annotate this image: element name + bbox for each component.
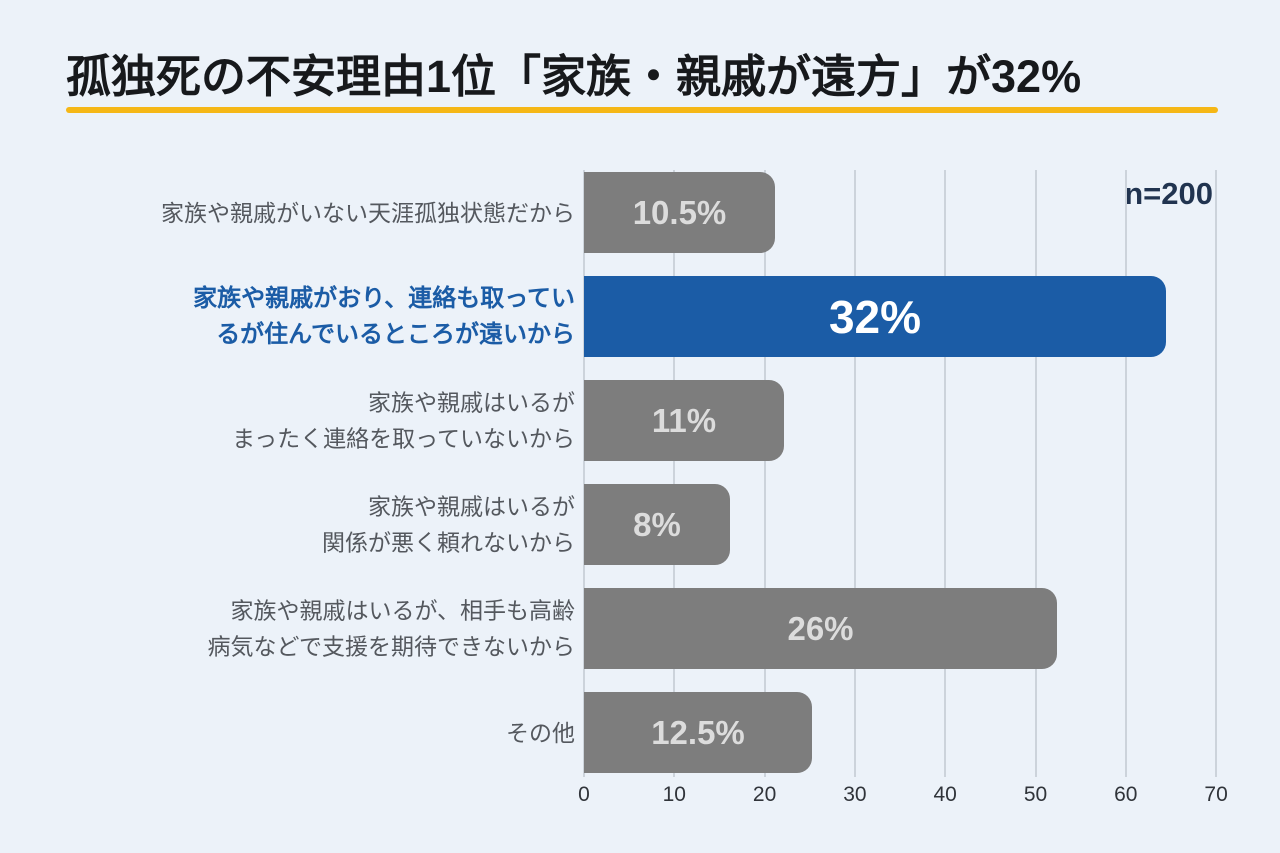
bar-value-label: 11%	[651, 401, 717, 439]
category-label-line: 家族や親戚はいるが	[368, 493, 575, 520]
bar: 8%	[584, 484, 730, 565]
bar-value-label: 12.5%	[651, 713, 745, 751]
category-label-line: るが住んでいるところが遠いから	[216, 320, 575, 348]
gridline	[1124, 170, 1127, 777]
bar: 11%	[584, 380, 784, 461]
category-label: 家族や親戚はいるが、相手も高齢病気などで支援を期待できないから	[0, 592, 575, 665]
bar-value-label: 26%	[787, 609, 854, 647]
gridline	[673, 170, 676, 777]
x-axis-tick-label: 40	[933, 783, 957, 806]
category-label: 家族や親戚はいるがまったく連絡を取っていないから	[0, 384, 575, 457]
gridline	[853, 170, 856, 777]
bar-value-label: 8%	[633, 505, 681, 543]
category-label-line: 家族や親戚がいない天涯孤独状態だから	[161, 199, 575, 226]
bar-value-label: 32%	[828, 290, 922, 343]
bar-value-label: 10.5%	[632, 193, 727, 231]
category-label-line: その他	[506, 719, 575, 746]
x-axis-tick-label: 20	[752, 783, 777, 806]
sample-size-label: n=200	[1124, 176, 1213, 211]
gridline	[1034, 170, 1037, 777]
category-label-line: 家族や親戚はいるが、相手も高齢	[230, 597, 575, 624]
gridline	[583, 170, 585, 777]
category-label-line: 病気などで支援を期待できないから	[207, 633, 575, 660]
title-underline	[66, 107, 1218, 113]
bar: 12.5%	[584, 692, 812, 773]
x-axis-tick-label: 50	[1023, 783, 1048, 806]
x-axis-tick-label: 30	[843, 783, 867, 806]
x-axis-tick-label: 0	[578, 783, 590, 806]
x-axis-tick-label: 60	[1114, 783, 1138, 806]
gridline	[763, 170, 766, 777]
category-label-line: まったく連絡を取っていないから	[232, 425, 575, 452]
bar-highlighted: 32%	[584, 276, 1166, 357]
category-label-line: 家族や親戚がおり、連絡も取ってい	[193, 284, 575, 312]
category-label: その他	[0, 714, 575, 750]
x-axis-tick-label: 70	[1204, 783, 1228, 806]
category-label-line: 関係が悪く頼れないから	[322, 529, 575, 556]
category-label: 家族や親戚はいるが関係が悪く頼れないから	[0, 488, 575, 561]
x-axis-tick-label: 10	[662, 783, 686, 806]
bar: 26%	[584, 588, 1057, 669]
category-label-line: 家族や親戚はいるが	[368, 389, 575, 416]
page-title: 孤独死の不安理由1位「家族・親戚が遠方」が32%	[66, 51, 1082, 102]
gridline	[944, 170, 947, 777]
category-label: 家族や親戚がいない天涯孤独状態だから	[0, 194, 575, 230]
gridline	[1215, 170, 1218, 777]
bar: 10.5%	[584, 172, 775, 253]
category-label: 家族や親戚がおり、連絡も取っているが住んでいるところが遠いから	[0, 281, 575, 353]
